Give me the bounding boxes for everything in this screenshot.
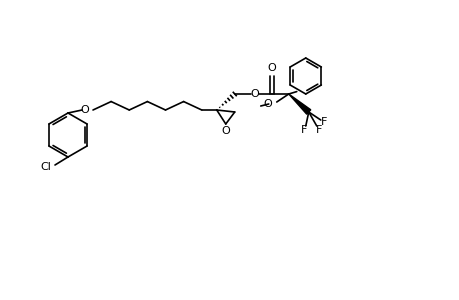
Text: Cl: Cl (40, 162, 51, 172)
Text: O: O (221, 126, 230, 136)
Text: O: O (263, 99, 271, 109)
Polygon shape (288, 94, 310, 114)
Text: F: F (300, 125, 306, 135)
Text: F: F (315, 125, 321, 135)
Text: O: O (250, 89, 258, 99)
Text: F: F (320, 117, 326, 127)
Text: O: O (80, 105, 89, 115)
Text: O: O (267, 63, 275, 73)
